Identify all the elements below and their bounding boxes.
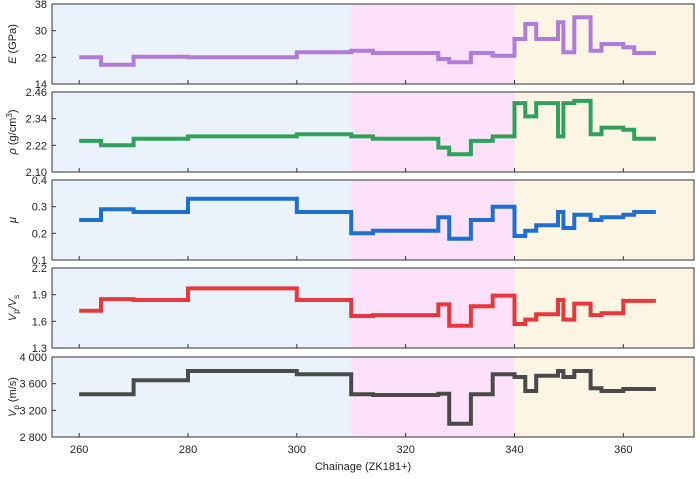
x-tick-label: 280 <box>179 444 197 456</box>
y-tick-label: 0.2 <box>32 228 47 240</box>
x-tick-label: 360 <box>614 444 632 456</box>
zone-band-3 <box>514 180 694 260</box>
series-line <box>79 98 656 157</box>
y-tick-label: 0.1 <box>32 255 47 267</box>
y-tick-label: 38 <box>35 0 47 11</box>
x-tick-label: 300 <box>288 444 306 456</box>
panel-4: 1.3 1.6 1.9 2.2 Vp/Vs <box>7 263 695 355</box>
zone-band-2 <box>351 92 515 172</box>
zone-band-1 <box>52 268 352 348</box>
zone-band-1 <box>52 4 352 84</box>
panel-frame <box>51 267 695 349</box>
y-tick-label: 3 200 <box>19 405 47 417</box>
y-tick-label: 2.2 <box>32 263 47 275</box>
x-tick-label: 320 <box>396 444 414 456</box>
y-tick-label: 1.3 <box>32 343 47 355</box>
series-line <box>79 15 656 67</box>
y-tick-label: 2 800 <box>19 432 47 444</box>
series-line <box>79 369 656 426</box>
x-tick-label: 340 <box>505 444 523 456</box>
y-tick-label: 2.10 <box>26 167 47 179</box>
panel-1: 14 22 30 38 E (GPa) <box>7 0 695 91</box>
y-tick-label: 0.3 <box>32 202 47 214</box>
panel-frame <box>51 3 695 85</box>
x-axis-title: Chainage (ZK181+) <box>315 461 411 473</box>
zone-band-2 <box>351 4 515 84</box>
zone-band-3 <box>514 357 694 437</box>
x-tick-label: 260 <box>70 444 88 456</box>
y-tick-label: 1.6 <box>32 316 47 328</box>
y-axis-label: μ <box>7 217 19 224</box>
panel-3: 0.1 0.2 0.3 0.4 μ <box>7 175 695 267</box>
y-tick-label: 3 600 <box>19 379 47 391</box>
y-tick-label: 2.22 <box>26 140 47 152</box>
y-axis-label: Vp (m/s) <box>7 377 21 417</box>
y-tick-label: 14 <box>35 79 47 91</box>
y-axis-label: ρ (g/cm3) <box>5 110 19 156</box>
y-tick-label: 22 <box>35 52 47 64</box>
series-line <box>79 286 656 328</box>
y-tick-label: 0.4 <box>32 175 47 187</box>
panel-frame <box>51 91 695 173</box>
y-tick-label: 1.9 <box>32 290 47 302</box>
y-tick-label: 2.34 <box>26 114 47 126</box>
zone-band-3 <box>514 92 694 172</box>
panel-2: 2.10 2.22 2.34 2.46 ρ (g/cm3) <box>5 87 695 179</box>
series-line <box>79 196 656 241</box>
panel-5: 2 800 3 200 3 600 4 000 Vp (m/s) <box>7 352 695 444</box>
panel-frame <box>51 356 695 438</box>
y-axis-label: Vp/Vs <box>7 295 21 321</box>
zone-band-1 <box>52 92 352 172</box>
y-tick-label: 4 000 <box>19 352 47 364</box>
panel-frame <box>51 179 695 261</box>
y-tick-label: 30 <box>35 26 47 38</box>
y-axis-label: E (GPa) <box>7 24 19 64</box>
y-tick-label: 2.46 <box>26 87 47 99</box>
zone-band-3 <box>514 268 694 348</box>
